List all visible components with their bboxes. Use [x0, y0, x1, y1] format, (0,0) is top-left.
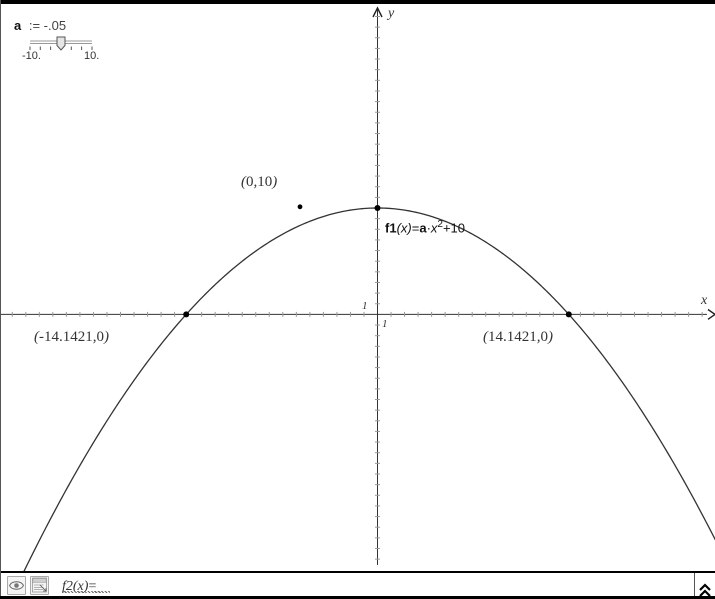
svg-text:-10.: -10.	[22, 50, 41, 60]
svg-text:10.: 10.	[84, 50, 99, 60]
